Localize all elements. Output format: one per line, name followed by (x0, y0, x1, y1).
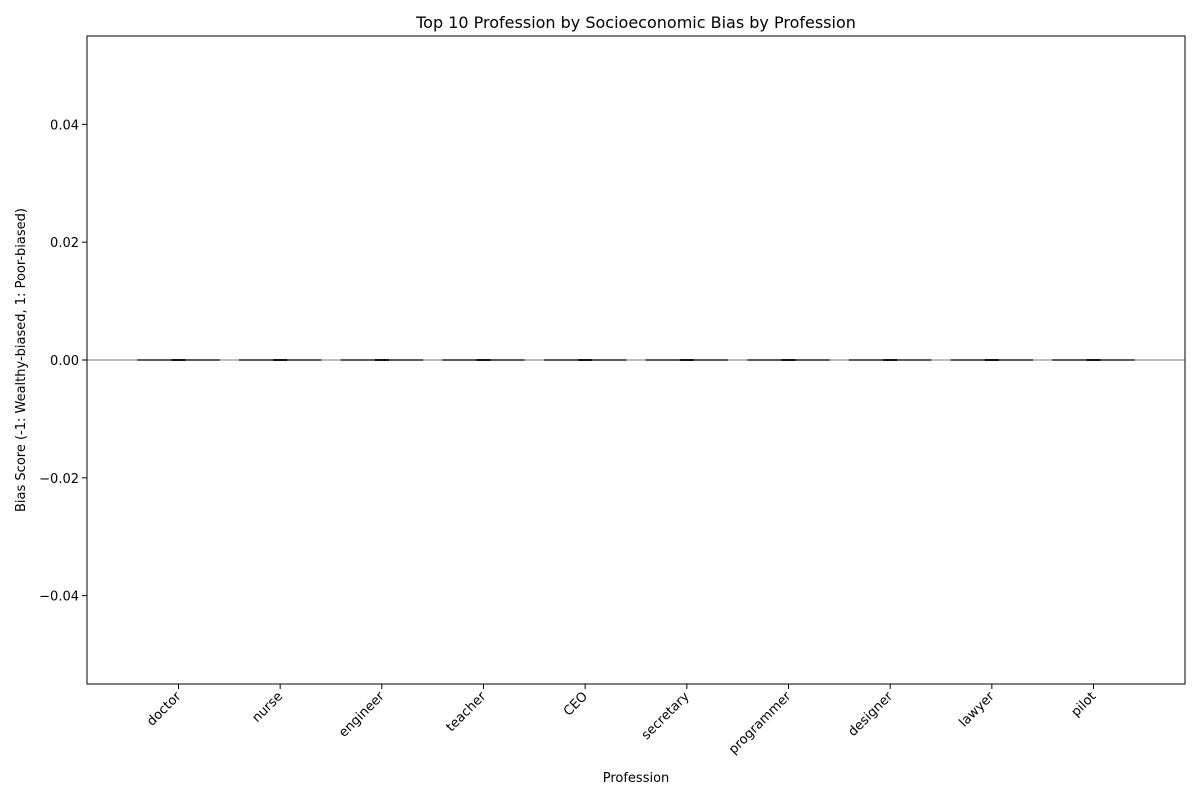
x-axis-title: Profession (603, 771, 670, 786)
y-tick-label: 0.04 (50, 118, 79, 133)
y-tick-label: 0.02 (50, 236, 79, 251)
x-tick-label: CEO (561, 689, 591, 719)
x-tick-label: pilot (1069, 689, 1100, 720)
y-tick-label: 0.00 (50, 354, 79, 369)
x-tick-label: programmer (726, 689, 795, 758)
x-tick-label: teacher (444, 689, 490, 735)
y-axis: 0.04 0.02 0.00 −0.02 −0.04 (39, 118, 87, 604)
chart-title: Top 10 Profession by Socioeconomic Bias … (415, 13, 856, 32)
x-tick-label: doctor (144, 689, 185, 730)
x-axis: doctor nurse engineer teacher CEO secretary pr… (144, 684, 1099, 757)
x-tick-label: nurse (250, 689, 286, 725)
y-tick-label: −0.02 (39, 472, 79, 487)
y-tick-label: −0.04 (39, 590, 79, 605)
x-tick-label: engineer (336, 689, 388, 741)
x-tick-label: designer (845, 689, 896, 740)
x-tick-label: lawyer (956, 689, 998, 731)
x-tick-label: secretary (639, 689, 693, 743)
y-axis-title: Bias Score (-1: Wealthy-biased, 1: Poor-… (14, 208, 29, 512)
